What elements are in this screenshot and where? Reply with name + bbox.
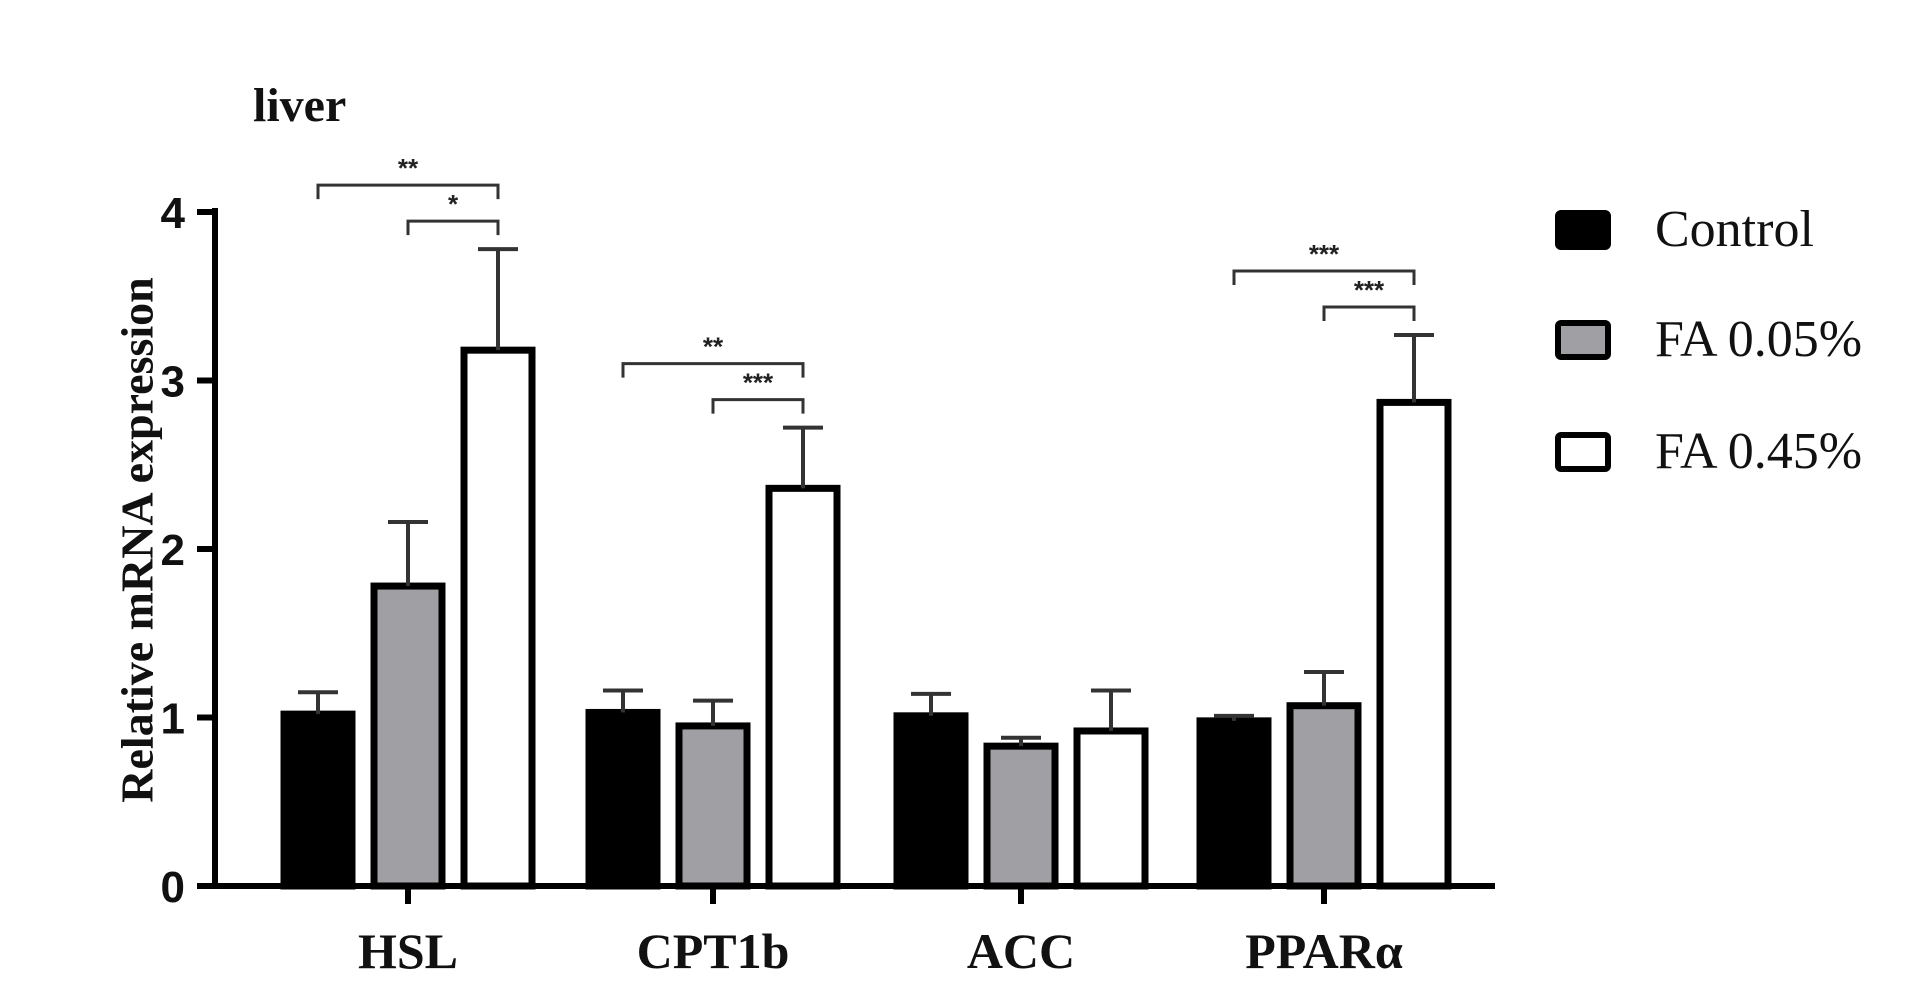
bar — [983, 742, 1059, 890]
y-tick-label: 0 — [161, 863, 185, 912]
y-tick-label: 4 — [161, 189, 186, 238]
chart-title: liver — [253, 79, 347, 132]
bar — [1073, 727, 1149, 890]
y-tick-label: 1 — [161, 695, 185, 744]
legend-swatch-control — [1555, 210, 1611, 250]
bar — [893, 712, 969, 890]
bar — [1376, 398, 1452, 890]
significance-label: *** — [1354, 275, 1385, 305]
significance-bracket — [406, 219, 500, 236]
legend-label-control: Control — [1655, 201, 1814, 258]
x-tick-label: PPARα — [1245, 923, 1403, 979]
legend-swatch-fa-005 — [1555, 320, 1611, 360]
significance-bracket — [621, 362, 805, 378]
x-tick-label: CPT1b — [637, 923, 790, 979]
significance-bracket — [711, 398, 805, 414]
significance-bracket — [1232, 269, 1416, 286]
legend-label-fa-005: FA 0.05% — [1655, 311, 1863, 368]
bar — [765, 484, 841, 890]
significance-label: * — [448, 189, 459, 219]
bar — [675, 722, 751, 890]
y-tick-label: 2 — [161, 526, 185, 575]
legend-item-fa-005: FA 0.05% — [1555, 310, 1915, 370]
bar — [280, 710, 356, 890]
x-tick-label: HSL — [358, 923, 458, 979]
significance-bracket — [1322, 305, 1416, 322]
y-axis-label: Relative mRNA expression — [111, 277, 163, 803]
significance-label: *** — [743, 368, 774, 398]
significance-label: ** — [398, 153, 419, 183]
significance-bracket — [316, 183, 500, 200]
legend-label-fa-045: FA 0.45% — [1655, 423, 1863, 480]
bar — [1196, 717, 1272, 890]
bar — [1286, 702, 1362, 890]
bar — [585, 708, 661, 890]
legend-item-fa-045: FA 0.45% — [1555, 422, 1915, 482]
bar — [460, 346, 536, 890]
legend-swatch-fa-045 — [1555, 432, 1611, 472]
y-tick-label: 3 — [161, 358, 185, 407]
x-tick-label: ACC — [967, 923, 1075, 979]
significance-label: *** — [1309, 239, 1340, 269]
bar — [370, 582, 446, 890]
legend-item-control: Control — [1555, 200, 1915, 260]
significance-label: ** — [703, 332, 724, 362]
